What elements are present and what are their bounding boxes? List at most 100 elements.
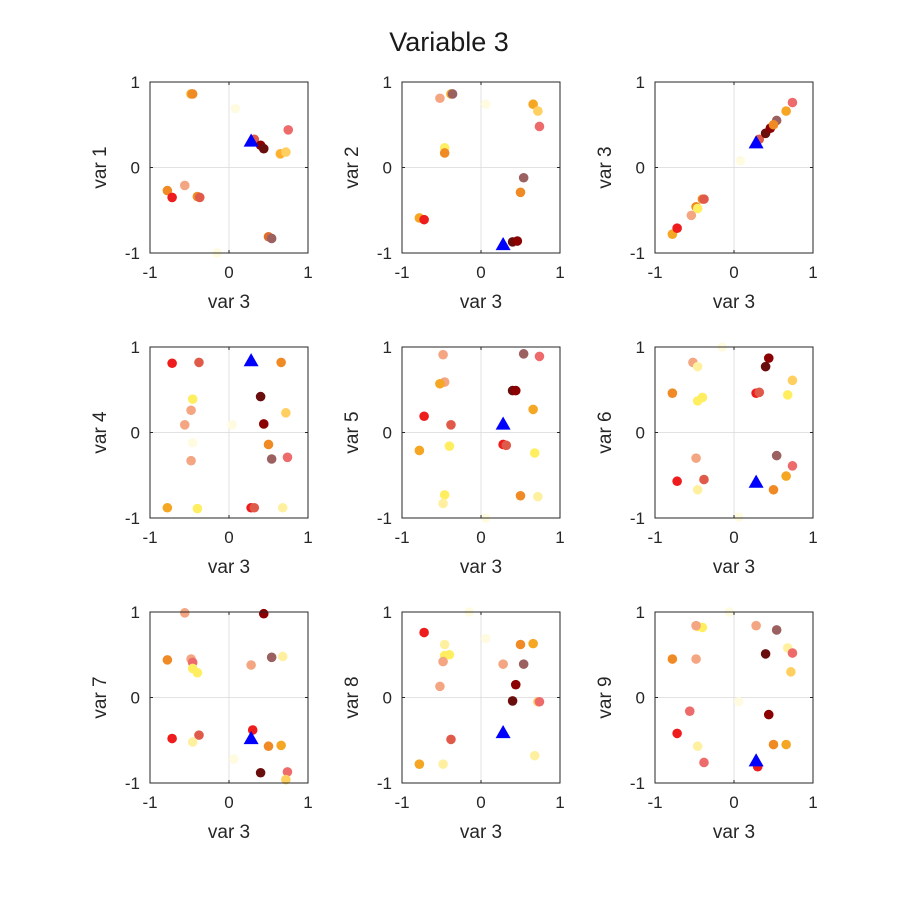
data-point — [692, 203, 703, 214]
x-tick-label: -1 — [647, 793, 662, 812]
data-point — [786, 667, 796, 677]
y-tick-label: 1 — [636, 73, 645, 92]
subplot-9: -1-1 0 0 1 1 var 3 var 9 — [595, 603, 818, 843]
data-point — [529, 448, 540, 458]
data-point — [733, 512, 744, 522]
data-point — [528, 99, 538, 110]
data-point — [414, 759, 425, 769]
x-tick-label: 0 — [224, 528, 233, 547]
data-point — [192, 667, 203, 678]
y-tick-label: 0 — [636, 424, 645, 443]
data-point — [435, 681, 445, 692]
x-tick-label: 0 — [476, 793, 485, 812]
data-point — [534, 121, 545, 132]
data-point — [438, 349, 448, 360]
y-axis-label: var 5 — [342, 411, 363, 453]
x-tick-label: 1 — [555, 793, 564, 812]
data-point — [501, 440, 512, 451]
y-tick-label: 1 — [131, 603, 140, 622]
x-tick-label: 1 — [808, 793, 817, 812]
data-point — [787, 375, 798, 386]
data-point — [699, 194, 709, 204]
data-point — [534, 351, 545, 362]
data-point — [692, 396, 703, 406]
data-point — [781, 106, 791, 116]
data-point — [439, 148, 450, 158]
x-tick-label: -1 — [142, 793, 157, 812]
data-point — [194, 730, 204, 740]
y-tick-label: -1 — [630, 774, 645, 793]
data-point — [283, 125, 294, 135]
data-point — [515, 187, 526, 198]
data-point — [439, 490, 450, 500]
y-tick-label: -1 — [377, 244, 392, 263]
highlight-marker — [243, 133, 259, 147]
x-tick-label: 0 — [224, 793, 233, 812]
data-point — [277, 502, 288, 513]
data-point — [187, 89, 198, 99]
x-tick-label: 0 — [729, 263, 738, 282]
data-point — [510, 679, 521, 690]
data-point — [667, 388, 678, 398]
data-point — [510, 385, 521, 396]
x-tick-label: 1 — [303, 793, 312, 812]
y-tick-label: -1 — [630, 244, 645, 263]
data-point — [194, 192, 205, 203]
y-tick-label: 1 — [636, 338, 645, 357]
x-tick-label: 0 — [224, 263, 233, 282]
data-point — [760, 361, 771, 372]
y-axis-label: var 4 — [90, 411, 111, 454]
data-point — [266, 233, 277, 244]
data-point — [446, 420, 456, 430]
data-point — [192, 503, 203, 514]
x-tick-label: -1 — [647, 263, 662, 282]
data-point — [282, 767, 293, 777]
data-point — [447, 89, 458, 99]
data-point — [263, 439, 274, 450]
x-axis-label: var 3 — [460, 822, 502, 843]
data-point — [533, 106, 543, 116]
highlight-marker — [748, 474, 764, 488]
data-point — [733, 696, 744, 707]
data-point — [528, 638, 538, 649]
data-point — [419, 627, 429, 638]
x-tick-label: 1 — [808, 263, 817, 282]
data-point — [162, 185, 173, 196]
x-tick-label: 1 — [303, 528, 312, 547]
data-point — [281, 147, 291, 157]
data-point — [787, 461, 798, 471]
data-point — [282, 452, 293, 463]
data-point — [230, 103, 241, 114]
data-point — [518, 172, 529, 183]
subplot-3: -1-1 0 0 1 1 var 3 var 3 — [595, 73, 818, 313]
data-point — [228, 754, 239, 764]
data-point — [446, 734, 456, 745]
y-tick-label: 1 — [636, 603, 645, 622]
data-point — [781, 471, 791, 481]
data-point — [187, 437, 198, 448]
y-axis-label: var 2 — [342, 146, 363, 188]
subplot-5: -1-1 0 0 1 1 var 3 var 5 — [342, 338, 565, 578]
highlight-marker — [243, 353, 259, 367]
data-point — [179, 420, 190, 430]
data-point — [498, 659, 508, 669]
data-point — [258, 143, 269, 154]
data-point — [281, 774, 291, 785]
data-point — [255, 391, 266, 402]
data-point — [266, 454, 277, 464]
subplot-8: -1-1 0 0 1 1 var 3 var 8 — [342, 603, 565, 843]
y-tick-label: -1 — [630, 509, 645, 528]
data-point — [534, 696, 545, 707]
y-tick-label: 0 — [131, 159, 140, 178]
data-point — [435, 93, 445, 104]
data-point — [782, 390, 793, 400]
data-point — [435, 378, 445, 389]
y-axis-label: var 7 — [90, 676, 111, 718]
y-tick-label: 0 — [131, 424, 140, 443]
y-tick-label: 1 — [131, 338, 140, 357]
figure-title: Variable 3 — [389, 27, 509, 57]
x-axis-label: var 3 — [208, 292, 250, 313]
data-point — [528, 404, 538, 415]
data-point — [512, 236, 523, 246]
